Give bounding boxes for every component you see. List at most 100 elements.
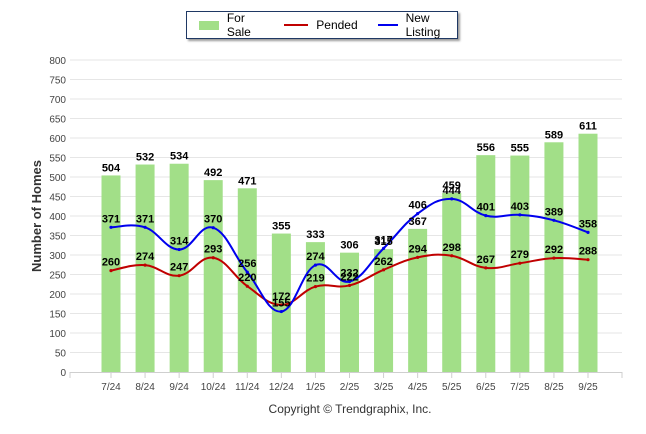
y-tick-label: 650	[49, 115, 66, 126]
point-pended	[381, 268, 386, 272]
point-pended	[313, 284, 318, 289]
x-tick-label: 4/25	[408, 382, 428, 393]
data-label-for-sale: 555	[511, 143, 529, 155]
data-label-new-listing: 444	[443, 185, 462, 197]
point-pended	[347, 283, 352, 288]
x-axis: 7/24 8/24 9/24 10/24 11/24 12/24 1/25 2/25 3/25 4…	[69, 372, 623, 393]
point-pended	[143, 263, 147, 267]
data-label-new-listing: 370	[204, 214, 222, 226]
x-tick-label: 11/24	[235, 382, 260, 393]
data-label-for-sale: 306	[340, 240, 358, 252]
y-tick-label: 450	[49, 193, 66, 204]
x-tick-label: 12/24	[269, 382, 294, 393]
legend-label-new-listing: New Listing	[405, 11, 441, 39]
data-label-for-sale: 471	[238, 175, 256, 187]
data-label-pended: 222	[340, 271, 358, 283]
data-label-new-listing: 403	[511, 201, 529, 213]
legend-item-for-sale[interactable]: For Sale	[199, 11, 264, 39]
legend-swatch-new-listing	[377, 24, 398, 26]
y-tick-label: 50	[55, 349, 67, 360]
data-label-new-listing: 314	[170, 236, 189, 248]
point-new-listing	[109, 225, 113, 229]
point-pended	[211, 256, 215, 260]
point-new-listing	[279, 309, 283, 314]
data-label-for-sale: 534	[170, 151, 189, 163]
legend-item-new-listing[interactable]: New Listing	[377, 11, 457, 39]
bar-for-sale	[203, 180, 223, 372]
point-new-listing	[518, 213, 522, 217]
point-pended	[177, 274, 181, 278]
data-label-new-listing: 371	[136, 213, 154, 225]
legend-item-pended[interactable]: Pended	[284, 18, 358, 32]
data-label-new-listing: 274	[306, 251, 325, 263]
data-label-pended: 274	[136, 251, 155, 263]
legend-label-for-sale: For Sale	[226, 11, 251, 39]
data-label-pended: 292	[545, 244, 563, 256]
data-label-for-sale: 367	[408, 216, 426, 228]
point-new-listing	[245, 270, 249, 274]
y-tick-label: 200	[49, 290, 66, 301]
point-new-listing	[347, 279, 352, 284]
y-tick-label: 350	[49, 232, 66, 243]
bar-for-sale	[271, 233, 291, 372]
data-label-new-listing: 401	[477, 202, 495, 214]
point-pended	[416, 255, 420, 259]
point-pended	[484, 266, 488, 270]
x-tick-label: 9/24	[169, 382, 189, 393]
data-label-pended: 247	[170, 262, 188, 274]
y-tick-label: 250	[49, 271, 66, 282]
data-label-new-listing: 256	[238, 258, 256, 270]
bar-for-sale	[578, 133, 598, 372]
data-label-new-listing: 389	[545, 206, 563, 218]
point-new-listing	[211, 226, 215, 230]
point-new-listing	[416, 212, 420, 216]
x-tick-label: 9/25	[578, 382, 598, 393]
x-tick-label: 2/25	[340, 382, 360, 393]
y-tick-label: 600	[49, 134, 66, 145]
data-label-pended: 260	[102, 257, 120, 269]
x-tick-label: 10/24	[201, 382, 226, 393]
x-tick-label: 5/25	[442, 382, 462, 393]
data-label-for-sale: 556	[477, 142, 495, 154]
y-tick-label: 100	[49, 329, 66, 340]
x-tick-label: 8/25	[544, 382, 564, 393]
point-pended	[245, 284, 249, 288]
bar-for-sale	[374, 249, 394, 372]
data-label-for-sale: 504	[102, 162, 121, 174]
legend: For Sale Pended New Listing	[186, 11, 458, 39]
y-axis-ticks: 0 50 100 150 200 250 300 350 400 450 500 550 600 650 7…	[49, 56, 66, 379]
data-label-pended: 219	[306, 273, 324, 285]
point-new-listing	[484, 214, 488, 218]
data-label-pended: 172	[272, 291, 290, 303]
x-tick-label: 6/25	[476, 382, 496, 393]
point-new-listing	[552, 218, 556, 222]
legend-swatch-for-sale	[199, 20, 219, 30]
data-label-for-sale: 355	[272, 221, 290, 233]
y-tick-label: 0	[60, 368, 66, 379]
data-label-new-listing: 317	[374, 234, 392, 246]
data-label-for-sale: 459	[443, 180, 461, 192]
point-new-listing	[177, 247, 181, 252]
data-labels: 504 532 534 492 471 355 333 306 315 367 459 556 555 5…	[102, 121, 597, 310]
bar-for-sale	[408, 228, 428, 372]
y-tick-label: 500	[49, 173, 66, 184]
data-label-pended: 298	[443, 242, 461, 254]
data-label-pended: 288	[579, 246, 597, 258]
data-label-for-sale: 589	[545, 129, 563, 141]
data-label-new-listing: 371	[102, 213, 120, 225]
x-tick-label: 1/25	[306, 382, 326, 393]
x-tick-label: 7/25	[510, 382, 530, 393]
point-new-listing	[381, 246, 386, 250]
data-label-pended: 293	[204, 244, 222, 256]
bar-for-sale	[101, 175, 121, 372]
copyright-footer: Copyright © Trendgraphix, Inc.	[268, 402, 432, 416]
data-label-for-sale: 333	[306, 229, 324, 241]
data-label-for-sale: 611	[579, 121, 597, 133]
data-label-for-sale: 532	[136, 152, 154, 164]
data-label-pended: 262	[374, 256, 392, 268]
y-axis-label: Number of Homes	[29, 160, 44, 272]
x-tick-label: 7/24	[101, 382, 121, 393]
data-label-pended: 279	[511, 249, 529, 261]
point-pended	[552, 256, 556, 260]
